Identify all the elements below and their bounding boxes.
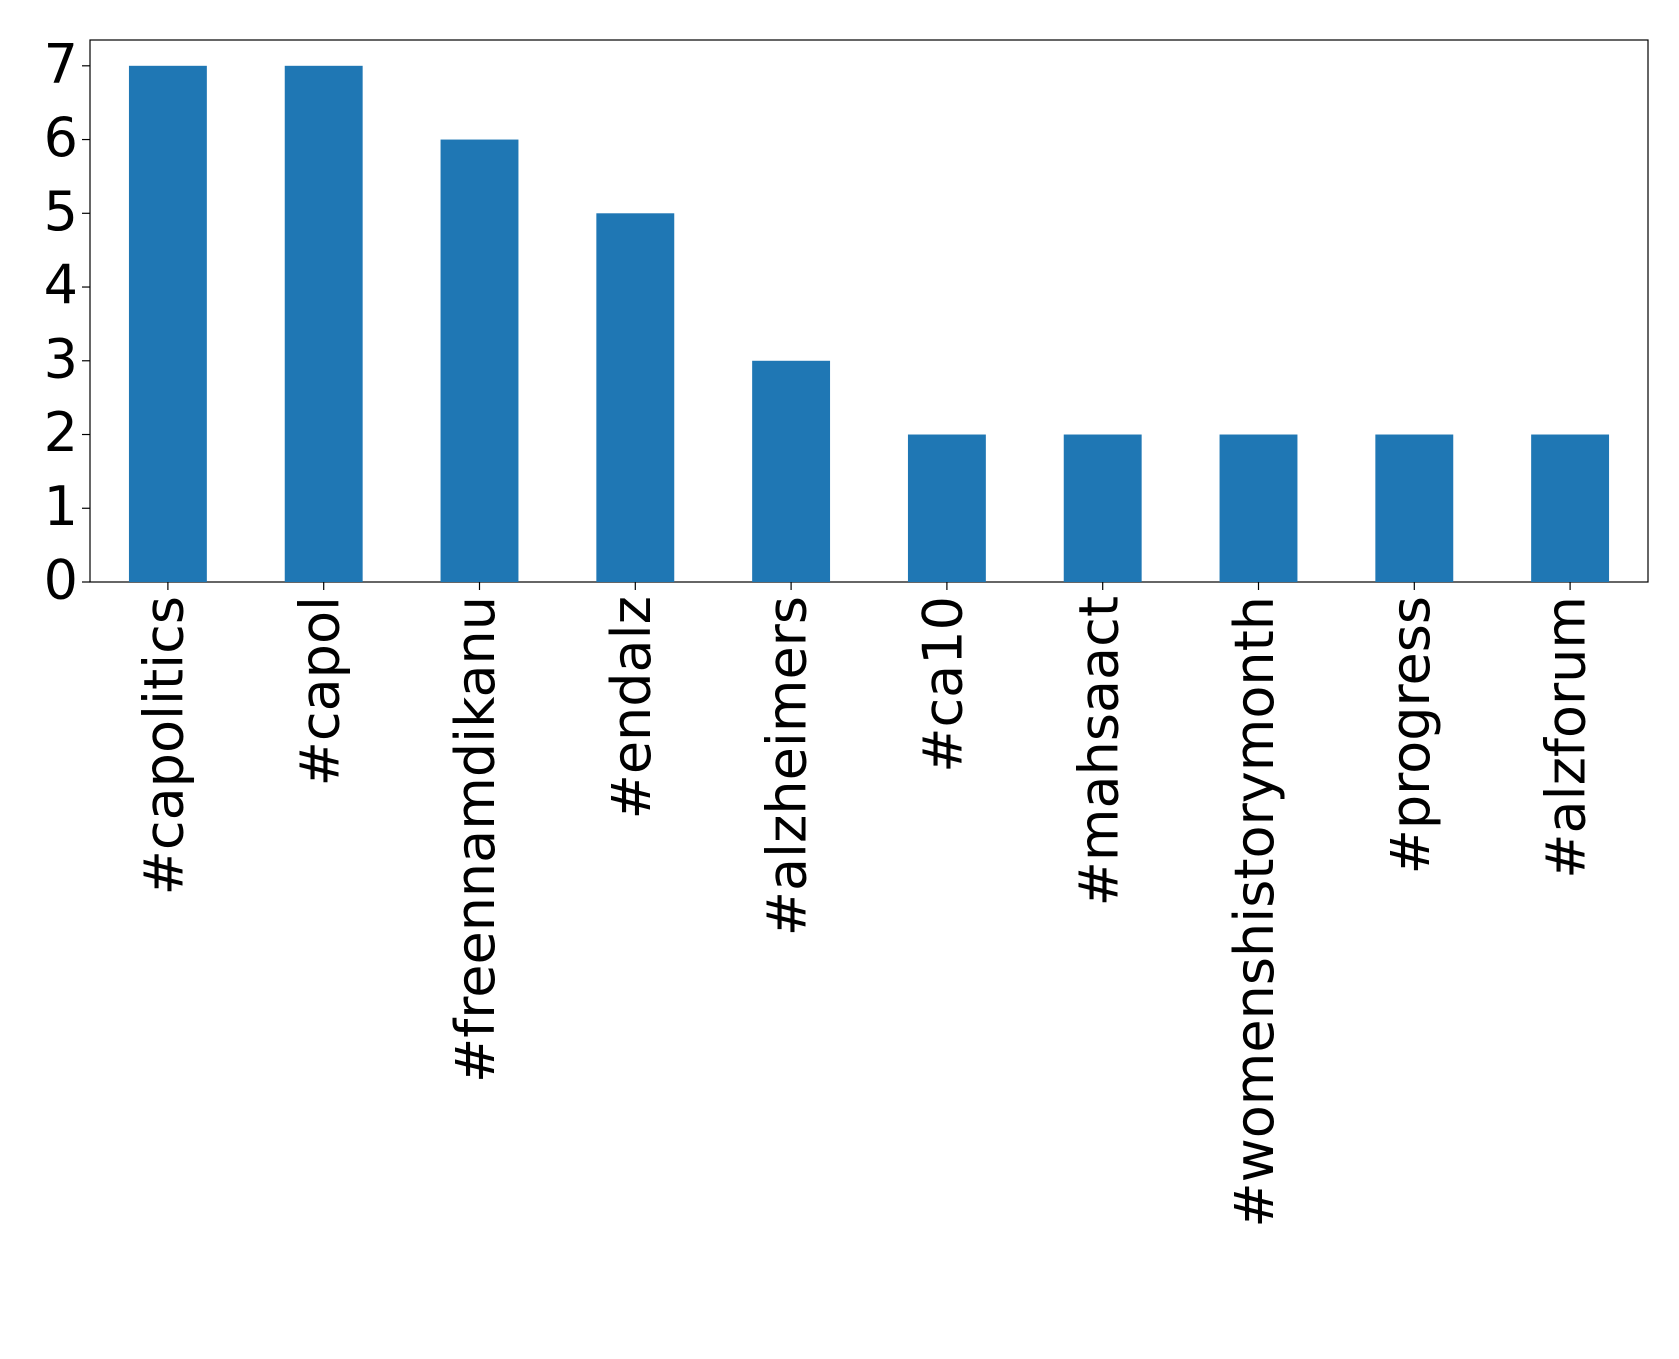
bar xyxy=(907,434,986,582)
x-tick-label: #progress xyxy=(1379,596,1442,874)
y-tick-label: 2 xyxy=(44,401,78,464)
x-tick-label: #alzheimers xyxy=(756,596,819,936)
x-tick-label: #freennamdikanu xyxy=(444,596,507,1083)
y-tick-label: 4 xyxy=(44,254,78,317)
y-tick-label: 3 xyxy=(44,327,78,390)
plot-frame xyxy=(89,39,1649,583)
bar xyxy=(596,213,675,582)
x-tick-label: #capolitics xyxy=(133,596,196,895)
bar xyxy=(1219,434,1298,582)
bar xyxy=(284,65,363,583)
y-tick-label: 6 xyxy=(44,106,78,169)
x-tick-label: #ca10 xyxy=(912,596,975,773)
y-tick-label: 1 xyxy=(44,475,78,538)
x-tick-label: #womenshistorymonth xyxy=(1223,596,1286,1228)
y-tick-label: 5 xyxy=(44,180,78,243)
y-tick-label: 7 xyxy=(44,32,78,95)
y-tick-label: 0 xyxy=(44,549,78,612)
bar xyxy=(1531,434,1610,582)
bar xyxy=(752,360,831,582)
x-tick-label: #mahsaact xyxy=(1067,596,1130,906)
x-tick-label: #endalz xyxy=(600,596,663,819)
bar xyxy=(1375,434,1454,582)
bar xyxy=(1063,434,1142,582)
bar xyxy=(128,65,207,583)
x-tick-label: #capol xyxy=(288,596,351,786)
x-tick-label: #alzforum xyxy=(1535,596,1598,879)
bar xyxy=(440,139,519,582)
